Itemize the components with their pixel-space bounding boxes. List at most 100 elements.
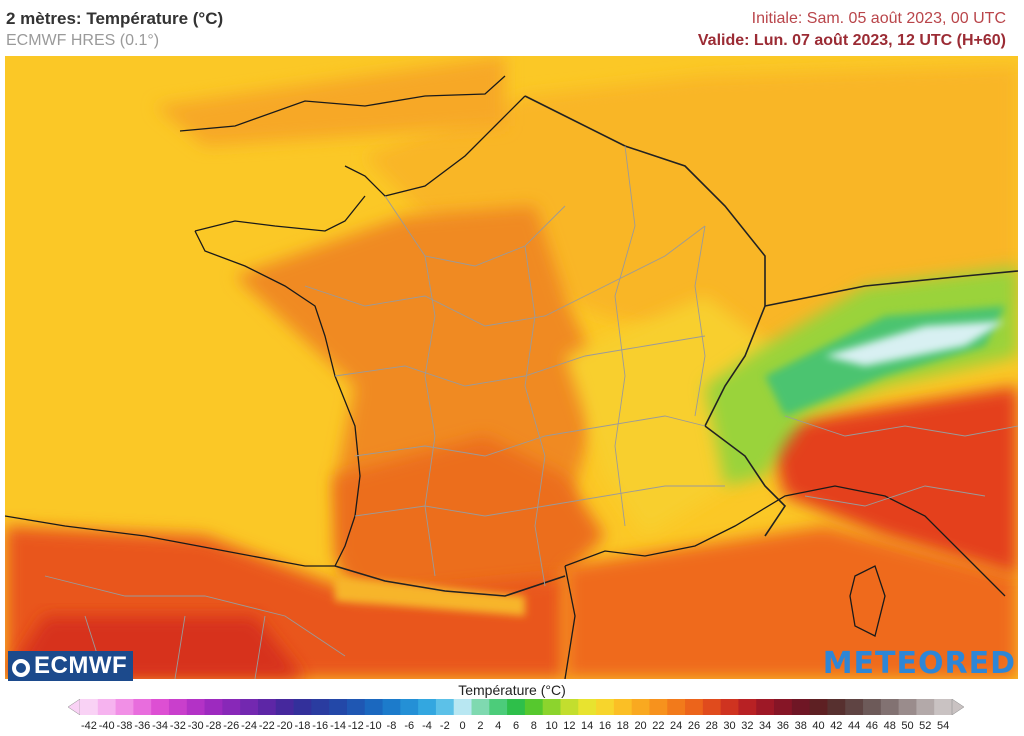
legend-swatch: [898, 699, 917, 715]
legend-swatch: [222, 699, 241, 715]
legend-swatch: [542, 699, 561, 715]
legend-tick-label: 14: [581, 720, 594, 732]
legend-tick-label: -40: [98, 720, 115, 732]
legend-tick-label: 30: [723, 720, 736, 732]
legend-swatch: [880, 699, 900, 715]
legend-tick-label: 28: [705, 720, 718, 732]
legend-swatch: [845, 699, 864, 715]
legend-swatch: [791, 699, 811, 715]
legend-tick-label: 36: [776, 720, 790, 732]
legend-tick-label: -28: [205, 720, 222, 732]
legend-swatch: [311, 699, 330, 715]
legend-swatch: [275, 699, 295, 715]
ecmwf-logo-text: ECMWF: [34, 652, 128, 679]
legend-color-bar: [68, 699, 964, 715]
north-land-zone: [365, 66, 1018, 356]
legend-tick-label: 22: [652, 720, 665, 732]
legend-swatch: [578, 699, 597, 715]
legend-swatch: [685, 699, 704, 715]
legend-tick-label: 2: [477, 720, 484, 732]
legend-tick-label: -6: [404, 720, 415, 732]
legend-tick-label: 20: [634, 720, 647, 732]
legend-swatch: [524, 699, 544, 715]
coastlines: [5, 75, 1006, 679]
legend-tick-label: 34: [759, 720, 772, 732]
map-canvas: [5, 56, 1018, 679]
legend-tick-label: -30: [187, 720, 204, 732]
legend-tick-label: -42: [80, 720, 97, 732]
legend-tick-label: 12: [563, 720, 576, 732]
legend-swatch: [364, 699, 384, 715]
temperature-map[interactable]: [5, 56, 1018, 679]
legend-arrow-left: [68, 699, 81, 715]
legend-swatch: [453, 699, 473, 715]
legend-swatch: [738, 699, 757, 715]
legend-swatch: [400, 699, 419, 715]
southwest-zone: [335, 436, 605, 616]
ecmwf-ring-icon: [12, 659, 30, 677]
legend-title: Température (°C): [458, 682, 566, 698]
legend-tick-label: -12: [347, 720, 364, 732]
legend-swatch: [80, 699, 99, 715]
legend-tick-label: -38: [116, 720, 133, 732]
legend-tick-label: -22: [258, 720, 275, 732]
legend-swatch: [507, 699, 526, 715]
legend-tick-label: 24: [670, 720, 683, 732]
legend-swatch: [667, 699, 686, 715]
legend-tick-label: 16: [598, 720, 612, 732]
legend-tick-label: 18: [616, 720, 629, 732]
legend-tick-label: -16: [312, 720, 329, 732]
legend-tick-label: 46: [865, 720, 879, 732]
legend-swatch: [631, 699, 650, 715]
region-borders: [44, 145, 1018, 679]
header-right: Initiale: Sam. 05 août 2023, 00 UTC Vali…: [698, 8, 1006, 52]
legend-tick-label: -20: [276, 720, 293, 732]
alps-peak-zone: [825, 321, 1005, 366]
legend-swatch: [115, 699, 134, 715]
legend-tick-label: 32: [741, 720, 754, 732]
legend-tick-label: 42: [830, 720, 843, 732]
legend-tick-label: 38: [794, 720, 807, 732]
legend-tick-label: -2: [439, 720, 450, 732]
legend-swatch: [774, 699, 793, 715]
legend-swatch: [240, 699, 259, 715]
legend-tick-label: 0: [459, 720, 466, 732]
legend-swatch: [168, 699, 188, 715]
legend-tick-label: -14: [330, 720, 346, 732]
map-title: 2 mètres: Température (°C): [6, 9, 224, 28]
legend-swatch: [382, 699, 401, 715]
legend-swatch: [613, 699, 633, 715]
legend-swatch: [293, 699, 312, 715]
legend-swatch: [186, 699, 206, 715]
legend-swatch: [489, 699, 508, 715]
legend-swatch: [435, 699, 455, 715]
legend-tick-label: -34: [152, 720, 169, 732]
legend-tick-label: 52: [919, 720, 932, 732]
legend-tick-label: -18: [294, 720, 311, 732]
legend-swatch: [97, 699, 117, 715]
legend-swatch: [702, 699, 722, 715]
ecmwf-logo: ECMWF: [8, 651, 134, 681]
legend-tick-label: -24: [241, 720, 257, 732]
legend-swatch: [204, 699, 223, 715]
legend-tick-label: 26: [687, 720, 701, 732]
legend-tick-label: 44: [847, 720, 861, 732]
legend-tick-label: 10: [545, 720, 558, 732]
legend-tick-label: 40: [812, 720, 825, 732]
initial-time: Initiale: Sam. 05 août 2023, 00 UTC: [751, 10, 1006, 27]
legend-tick-label: 48: [883, 720, 896, 732]
legend-tick-label: 4: [495, 720, 502, 732]
legend-swatch: [560, 699, 579, 715]
legend-swatch: [827, 699, 846, 715]
legend-swatch: [809, 699, 828, 715]
legend-swatch: [596, 699, 615, 715]
legend-swatch: [151, 699, 170, 715]
legend-swatch: [863, 699, 882, 715]
country-borders: [334, 95, 1018, 597]
legend-swatch: [471, 699, 490, 715]
legend-tick-label: 8: [530, 720, 537, 732]
legend-swatch: [649, 699, 668, 715]
legend-swatch: [418, 699, 437, 715]
meteored-logo: METEORED: [822, 646, 1016, 681]
legend-tick-label: 54: [936, 720, 950, 732]
